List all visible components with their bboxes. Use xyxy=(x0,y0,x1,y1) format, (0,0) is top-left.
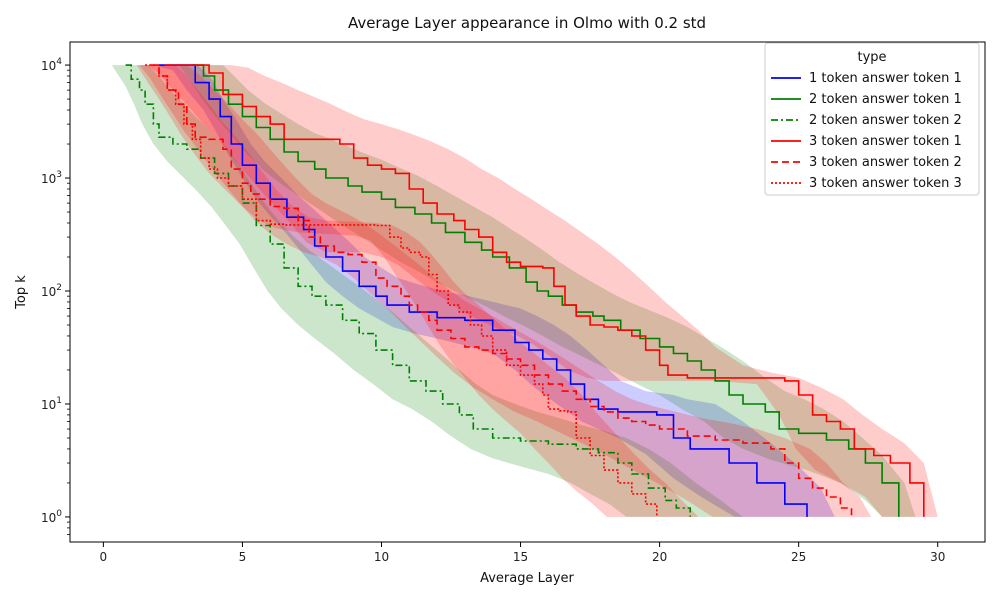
x-tick-label: 0 xyxy=(100,550,108,564)
x-axis-label: Average Layer xyxy=(480,571,574,586)
legend-item-label: 1 token answer token 1 xyxy=(809,71,962,86)
x-tick-label: 30 xyxy=(930,550,945,564)
legend-item-label: 3 token answer token 1 xyxy=(809,134,962,149)
series-lines xyxy=(125,64,925,517)
x-tick-label: 25 xyxy=(791,550,806,564)
chart-title: Average Layer appearance in Olmo with 0.… xyxy=(348,14,706,32)
legend-box xyxy=(764,42,980,196)
legend: type 1 token answer token 1 2 token answe… xyxy=(764,42,980,196)
x-tick-label: 10 xyxy=(374,550,389,564)
band-1-token-answer-token-1 xyxy=(153,65,835,517)
y-tick-label: 100 xyxy=(41,509,62,525)
legend-title: type xyxy=(857,50,886,65)
legend-item-label: 2 token answer token 2 xyxy=(809,113,962,128)
plot-frame xyxy=(69,41,986,543)
line-3-token-answer-token-2 xyxy=(150,64,853,517)
x-tick-label: 20 xyxy=(652,550,667,564)
line-3-token-answer-token-3 xyxy=(145,64,658,517)
line-2-token-answer-token-1 xyxy=(192,64,900,517)
band-2-token-answer-token-2 xyxy=(111,65,743,517)
y-tick-label: 102 xyxy=(41,283,62,299)
x-tick-label: 15 xyxy=(513,550,528,564)
y-axis-ticks: 100 101 102 103 104 xyxy=(41,57,70,535)
y-axis-label: Top k xyxy=(14,275,29,310)
x-axis-ticks: 0 5 10 15 20 25 30 xyxy=(100,542,945,564)
line-1-token-answer-token-1 xyxy=(159,64,808,517)
band-3-token-answer-token-3 xyxy=(136,65,699,517)
legend-item-label: 3 token answer token 3 xyxy=(809,176,962,191)
legend-item-label: 2 token answer token 1 xyxy=(809,92,962,107)
x-tick-label: 5 xyxy=(239,550,247,564)
y-tick-label: 104 xyxy=(41,57,62,73)
band-3-token-answer-token-2 xyxy=(139,65,871,517)
legend-item-label: 3 token answer token 2 xyxy=(809,155,962,170)
line-3-token-answer-token-1 xyxy=(164,64,925,517)
y-tick-label: 103 xyxy=(41,170,62,186)
line-2-token-answer-token-2 xyxy=(125,64,691,517)
y-tick-label: 101 xyxy=(41,396,62,412)
